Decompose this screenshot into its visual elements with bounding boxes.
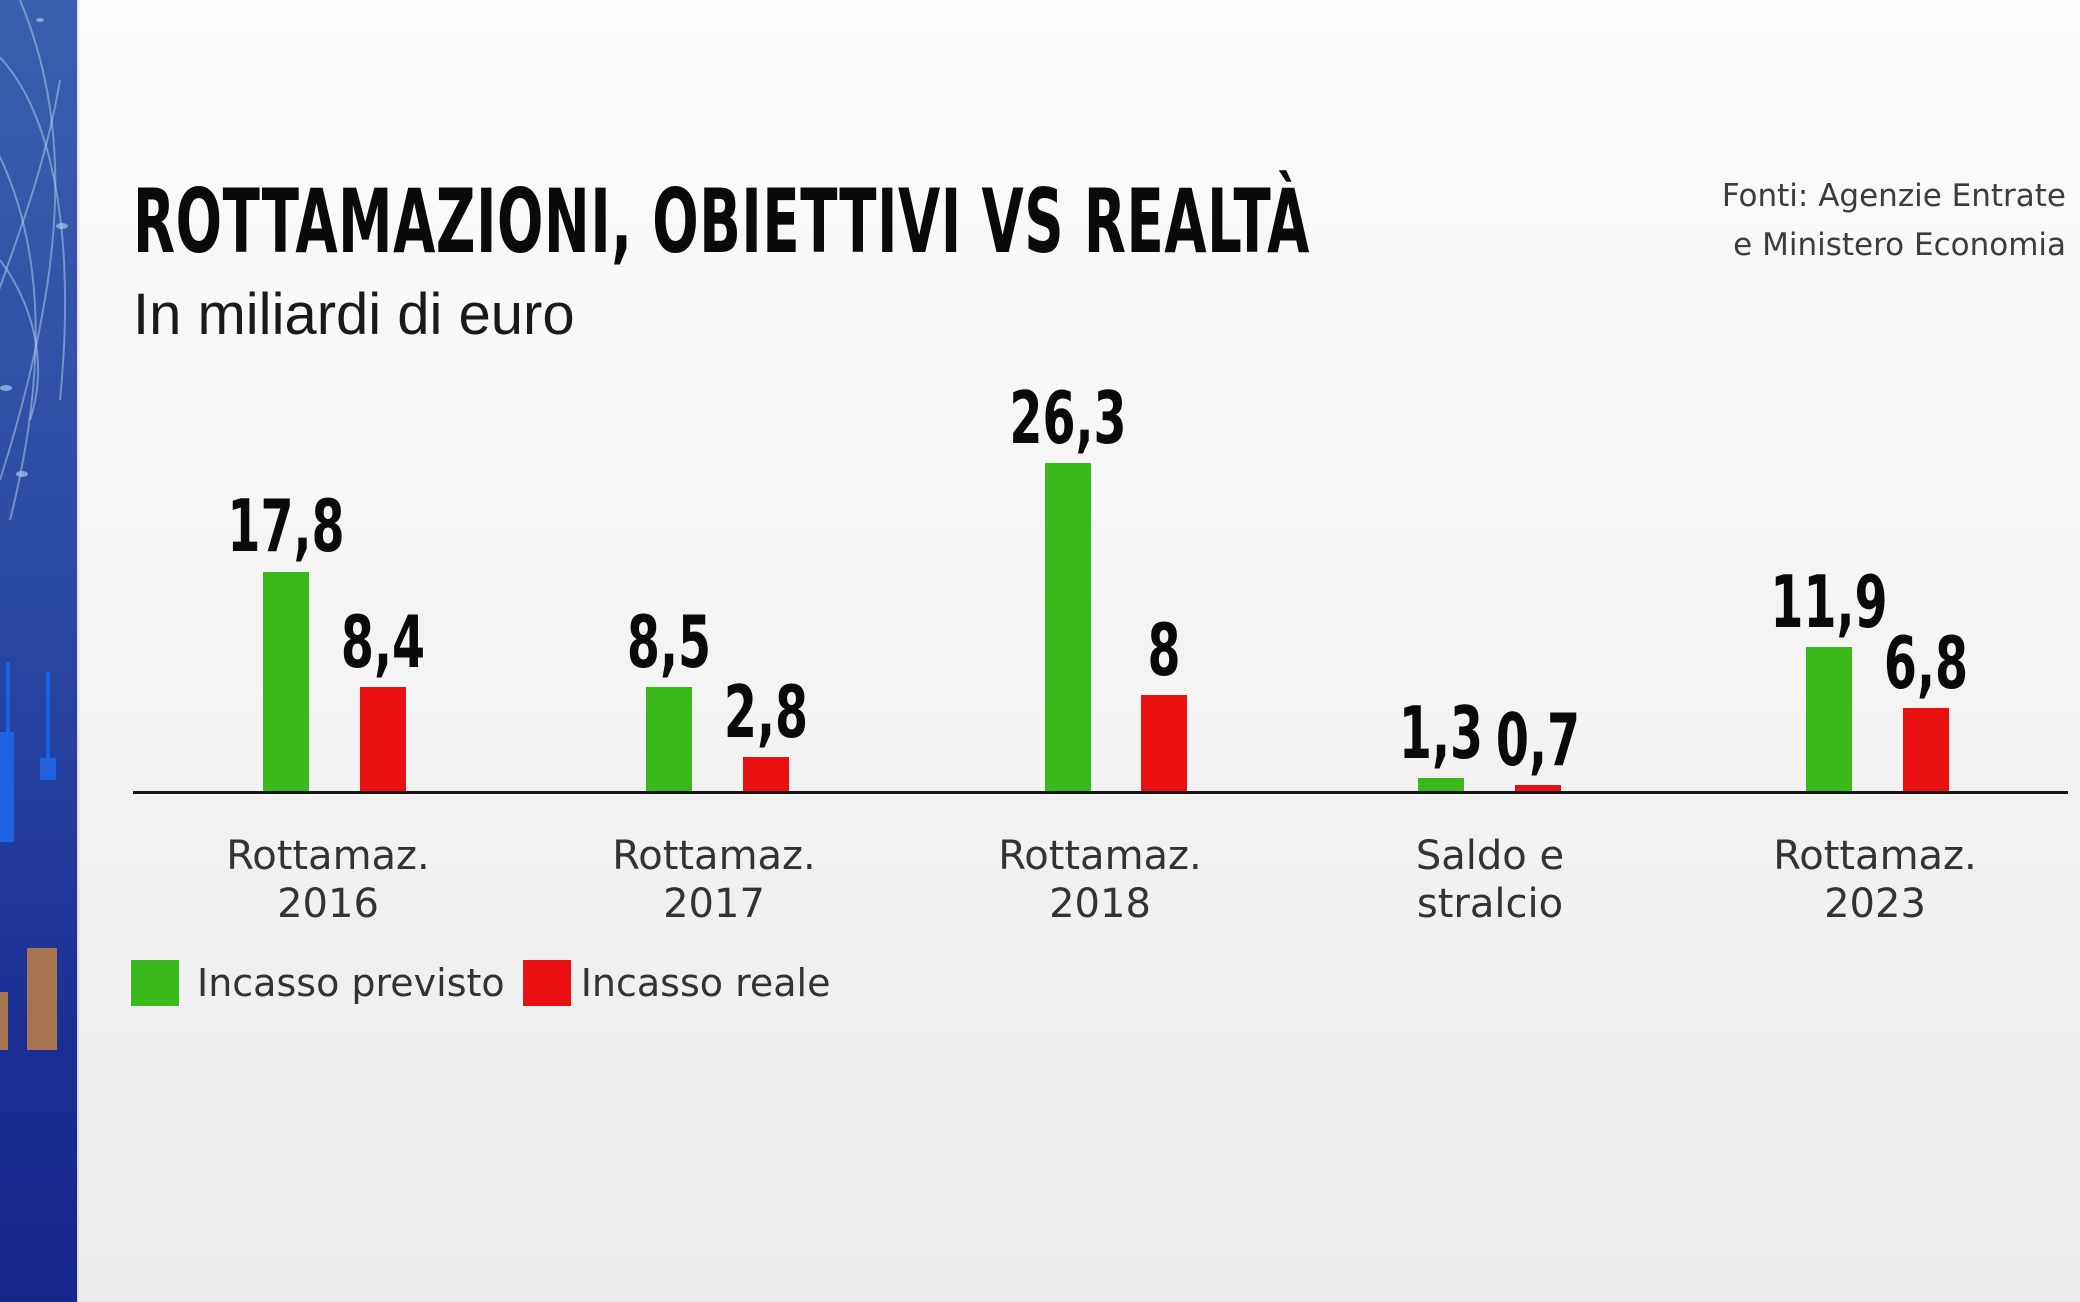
category-label-2018: Rottamaz. 2018 [998,833,1202,927]
chart-legend: Incasso previsto Incasso reale [131,958,852,1008]
legend-swatch-reale [522,960,571,1006]
bar-reale-saldo-stralcio [1515,785,1561,792]
category-label-2016: Rottamaz. 2016 [226,833,430,927]
legend-label-reale: Incasso reale [580,961,831,1005]
globe-network-icon [0,0,68,1050]
category-label-saldo-stralcio: Saldo e stralcio [1415,833,1565,927]
value-label-reale-2016: 8,4 [340,600,426,684]
value-label-previsto-2018: 26,3 [1009,376,1127,460]
sidebar-shadow [77,0,80,1302]
value-label-reale-2017: 2,8 [723,670,809,754]
bar-previsto-saldo-stralcio [1418,778,1464,792]
value-label-previsto-2023: 11,9 [1770,560,1888,644]
candlestick-icon [0,662,57,1050]
chart-subtitle: In miliardi di euro [133,282,575,347]
bar-previsto-2023 [1806,647,1852,792]
bar-reale-2018 [1141,695,1187,792]
x-axis-baseline [133,791,2068,794]
value-label-previsto-2017: 8,5 [626,600,712,684]
bar-previsto-2016 [263,572,309,792]
value-label-reale-2023: 6,8 [1883,621,1969,705]
value-label-previsto-2016: 17,8 [227,484,345,568]
value-label-previsto-saldo-stralcio: 1,3 [1398,691,1484,775]
value-label-reale-saldo-stralcio: 0,7 [1495,698,1581,782]
source-note: Fonti: Agenzie Entrate e Ministero Econo… [1722,172,2066,270]
bar-reale-2017 [743,757,789,792]
value-label-reale-2018: 8 [1147,608,1181,692]
source-line-2: e Ministero Economia [1733,227,2066,263]
bar-previsto-2017 [646,687,692,792]
bar-reale-2023 [1903,708,1949,792]
source-line-1: Fonti: Agenzie Entrate [1721,178,2066,214]
decorative-sidebar [0,0,77,1302]
category-label-2023: Rottamaz. 2023 [1773,833,1977,927]
legend-label-previsto: Incasso previsto [197,961,505,1005]
chart-title: ROTTAMAZIONI, OBIETTIVI VS REALTÀ [133,170,1310,273]
legend-swatch-previsto [131,960,179,1006]
category-label-2017: Rottamaz. 2017 [612,833,816,927]
bar-reale-2016 [360,687,406,792]
bar-previsto-2018 [1045,463,1091,792]
